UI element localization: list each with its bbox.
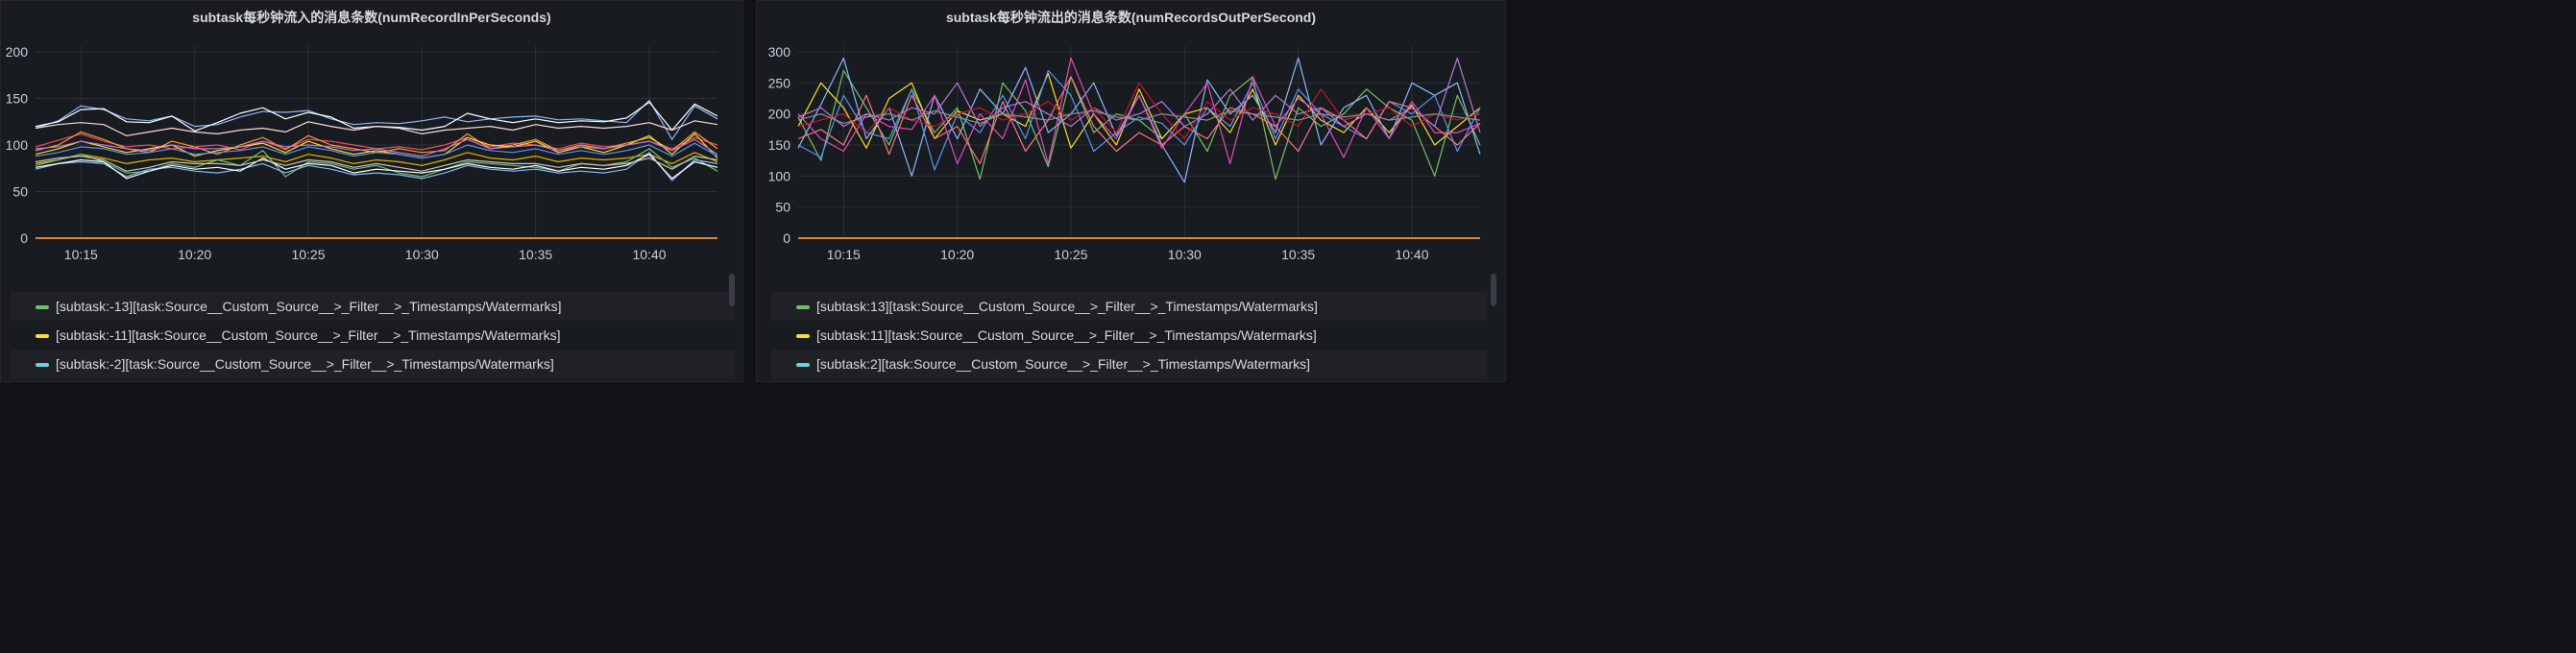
y-tick-label: 50 xyxy=(12,184,28,200)
series-line xyxy=(35,154,718,180)
y-tick-label: 150 xyxy=(6,91,29,107)
series-line xyxy=(35,156,718,172)
x-tick-label: 10:20 xyxy=(940,247,974,262)
x-tick-label: 10:15 xyxy=(827,247,861,262)
legend-item[interactable]: [subtask:-11][task:Source__Custom_Source… xyxy=(11,321,735,350)
legend-label: [subtask:11][task:Source__Custom_Source_… xyxy=(816,327,1317,343)
x-tick-label: 10:20 xyxy=(178,247,211,262)
y-tick-label: 50 xyxy=(775,200,790,215)
legend-color-swatch xyxy=(796,363,810,367)
legend-item[interactable]: [subtask:-13][task:Source__Custom_Source… xyxy=(11,292,735,321)
series-line xyxy=(35,133,718,159)
legend-scrollbar[interactable] xyxy=(729,274,735,306)
legend-color-swatch xyxy=(796,305,810,309)
chart-legend: [subtask:13][task:Source__Custom_Source_… xyxy=(771,292,1487,378)
legend-color-swatch xyxy=(36,305,49,309)
series-line xyxy=(35,152,718,166)
y-tick-label: 200 xyxy=(6,44,29,60)
panel-title[interactable]: subtask每秒钟流出的消息条数(numRecordsOutPerSecond… xyxy=(945,10,1317,25)
x-tick-label: 10:40 xyxy=(1395,247,1428,262)
left-chart-panel: subtask每秒钟流入的消息条数(numRecordInPerSeconds)… xyxy=(0,0,743,382)
series-line xyxy=(35,152,718,181)
legend-color-swatch xyxy=(36,334,49,338)
y-tick-label: 0 xyxy=(783,230,790,246)
y-tick-label: 100 xyxy=(6,137,29,153)
legend-item[interactable]: [subtask:11][task:Source__Custom_Source_… xyxy=(771,321,1487,350)
inbound-records-chart: 0 50 100 150 200 10:15 10:20 10:25 10:30 10:35 10:… xyxy=(6,44,718,262)
x-tick-label: 10:15 xyxy=(64,247,98,262)
y-tick-label: 100 xyxy=(768,168,791,183)
legend-label: [subtask:-2][task:Source__Custom_Source_… xyxy=(56,356,554,372)
right-chart-panel: subtask每秒钟流出的消息条数(numRecordsOutPerSecond… xyxy=(756,0,1506,382)
series-line xyxy=(35,99,718,140)
x-tick-label: 10:25 xyxy=(1054,247,1087,262)
x-tick-label: 10:35 xyxy=(519,247,552,262)
legend-item[interactable]: [subtask:13][task:Source__Custom_Source_… xyxy=(771,292,1487,321)
x-tick-label: 10:40 xyxy=(632,247,666,262)
legend-item[interactable]: [subtask:2][task:Source__Custom_Source__… xyxy=(771,350,1487,378)
legend-item[interactable]: [subtask:-2][task:Source__Custom_Source_… xyxy=(11,350,735,378)
x-tick-label: 10:30 xyxy=(405,247,439,262)
series-line xyxy=(35,138,718,157)
legend-scrollbar[interactable] xyxy=(1491,274,1496,306)
series-line xyxy=(35,120,718,136)
x-tick-label: 10:35 xyxy=(1281,247,1315,262)
y-tick-label: 150 xyxy=(768,137,791,153)
legend-label: [subtask:-11][task:Source__Custom_Source… xyxy=(56,327,561,343)
y-tick-label: 200 xyxy=(768,107,791,122)
legend-label: [subtask:-13][task:Source__Custom_Source… xyxy=(56,299,562,314)
x-tick-label: 10:25 xyxy=(291,247,325,262)
legend-color-swatch xyxy=(796,334,810,338)
y-tick-label: 300 xyxy=(768,44,791,60)
legend-label: [subtask:2][task:Source__Custom_Source__… xyxy=(816,356,1311,372)
x-tick-label: 10:30 xyxy=(1168,247,1202,262)
panel-title[interactable]: subtask每秒钟流入的消息条数(numRecordInPerSeconds) xyxy=(192,10,551,25)
series-line xyxy=(35,142,718,159)
legend-color-swatch xyxy=(36,363,49,367)
series-line xyxy=(797,57,1481,164)
chart-legend: [subtask:-13][task:Source__Custom_Source… xyxy=(11,292,735,378)
outbound-records-chart: 0 50 100 150 200 250 300 10:15 10:20 10:25 10:30 10… xyxy=(768,44,1481,262)
y-tick-label: 250 xyxy=(768,75,791,90)
series-line xyxy=(797,76,1481,164)
y-tick-label: 0 xyxy=(20,230,28,246)
series-line xyxy=(797,109,1481,125)
legend-label: [subtask:13][task:Source__Custom_Source_… xyxy=(816,299,1318,314)
